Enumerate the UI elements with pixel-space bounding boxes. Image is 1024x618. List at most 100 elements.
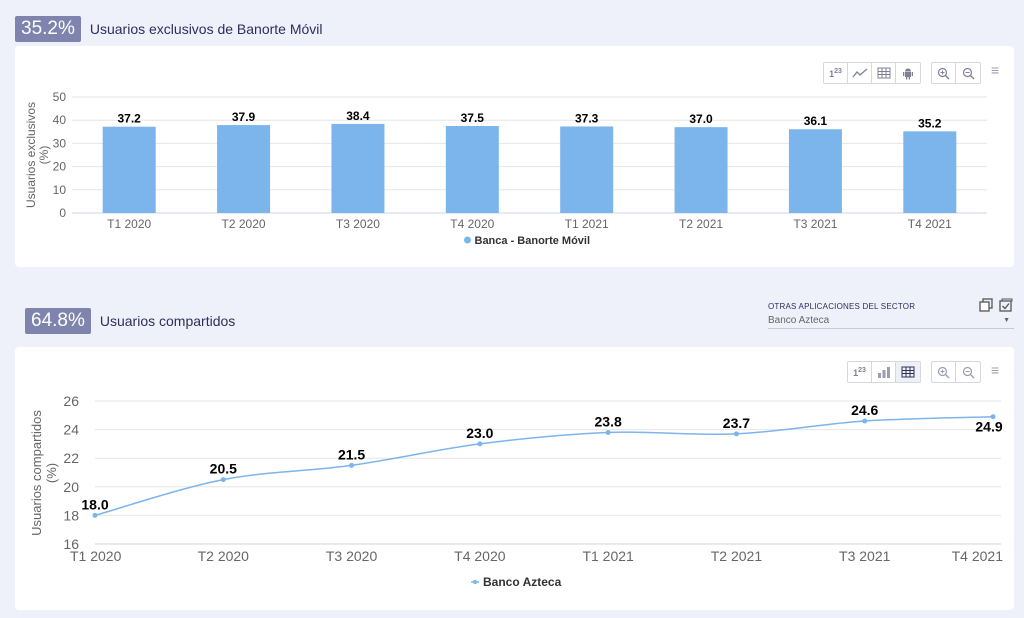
x-tick-label: T3 2021 xyxy=(793,217,837,231)
y-axis-label: Usuarios compartidos(%) xyxy=(29,410,59,536)
y-tick-label: 22 xyxy=(63,450,79,466)
data-label: 37.5 xyxy=(461,111,485,125)
y-tick-label: 0 xyxy=(59,206,66,220)
dropdown-label: OTRAS APLICACIONES DEL SECTOR xyxy=(768,302,916,311)
y-tick-label: 50 xyxy=(53,90,67,104)
x-tick-label: T4 2021 xyxy=(952,548,1004,564)
x-tick-label: T1 2020 xyxy=(107,217,151,231)
shared-users-title: Usuarios compartidos xyxy=(99,313,236,329)
x-tick-label: T2 2020 xyxy=(222,217,266,231)
legend-label: Banca - Banorte Móvil xyxy=(475,235,591,247)
x-tick-label: T2 2021 xyxy=(711,548,763,564)
data-label: 21.5 xyxy=(338,446,365,462)
data-label: 37.0 xyxy=(689,112,713,126)
y-tick-label: 40 xyxy=(53,113,67,127)
legend-marker xyxy=(464,236,471,244)
chart1-view-group: 123 xyxy=(823,62,921,84)
exclusive-users-badge: 35.2% xyxy=(15,16,81,42)
x-tick-label: T2 2021 xyxy=(679,217,723,231)
shared-users-badge: 64.8% xyxy=(25,308,91,334)
legend-marker xyxy=(473,580,477,584)
chart2-toolbar: 123 xyxy=(847,361,981,383)
series-line xyxy=(94,415,994,517)
copy-icon[interactable] xyxy=(979,298,993,312)
data-point xyxy=(477,441,483,447)
table-icon[interactable] xyxy=(896,362,920,382)
y-tick-label: 20 xyxy=(63,479,79,495)
line-chart-icon[interactable] xyxy=(848,63,872,83)
bar xyxy=(903,131,957,213)
x-tick-label: T3 2021 xyxy=(839,548,891,564)
data-label: 23.0 xyxy=(466,425,493,441)
dropdown-value: Banco Azteca xyxy=(768,315,830,326)
data-label: 37.3 xyxy=(575,111,599,125)
data-label: 37.9 xyxy=(232,110,256,124)
x-tick-label: T3 2020 xyxy=(326,548,378,564)
data-label: 20.5 xyxy=(210,461,237,477)
data-label: 24.6 xyxy=(851,402,878,418)
checklist-icon[interactable] xyxy=(999,298,1013,312)
x-tick-label: T1 2020 xyxy=(70,548,122,564)
data-point xyxy=(862,418,868,424)
y-axis-label: Usuarios exclusivos(%) xyxy=(24,102,51,208)
y-tick-label: 20 xyxy=(53,160,67,174)
data-label: 38.4 xyxy=(346,109,370,123)
x-tick-label: T2 2020 xyxy=(198,548,250,564)
sector-apps-dropdown[interactable]: OTRAS APLICACIONES DEL SECTOR Banco Azte… xyxy=(768,302,1014,329)
data-point xyxy=(349,462,355,468)
data-point xyxy=(92,512,98,518)
y-tick-label: 30 xyxy=(53,136,67,150)
zoom-out-icon[interactable] xyxy=(956,63,980,83)
x-tick-label: T4 2020 xyxy=(450,217,494,231)
chart1-toolbar: 123 xyxy=(823,62,981,84)
bar xyxy=(217,125,271,213)
y-tick-label: 16 xyxy=(63,536,79,552)
x-tick-label: T3 2020 xyxy=(336,217,380,231)
x-tick-label: T1 2021 xyxy=(565,217,609,231)
bar xyxy=(331,123,385,213)
exclusive-users-chart: 0 10 20 30 40 50 37.2 T1 2020 37.9 T2 2020 38.4 T3 … xyxy=(24,90,987,247)
bar xyxy=(788,129,842,213)
bar xyxy=(445,126,499,213)
android-icon[interactable] xyxy=(896,63,920,83)
y-tick-label: 24 xyxy=(63,422,79,438)
zoom-in-icon[interactable] xyxy=(932,362,956,382)
section2-header: 64.8% Usuarios compartidos xyxy=(25,308,235,334)
bar-chart-icon[interactable] xyxy=(872,362,896,382)
zoom-in-icon[interactable] xyxy=(932,63,956,83)
data-label: 23.7 xyxy=(723,415,750,431)
exclusive-users-card: 123 ≡ 0 10 20 30 40 50 37.2 T1 2020 37.9 T2 2020 3… xyxy=(15,46,1014,267)
data-label: 36.1 xyxy=(804,114,828,128)
exclusive-users-title: Usuarios exclusivos de Banorte Móvil xyxy=(89,21,323,37)
y-tick-label: 10 xyxy=(53,183,67,197)
data-point xyxy=(220,477,226,483)
numbers-icon[interactable]: 123 xyxy=(824,63,848,83)
chart2-view-group: 123 xyxy=(847,361,921,383)
shared-users-card: 123 ≡ 16 18 20 22 24 26 18.0 T1 2020 20.5 T2 2020… xyxy=(15,347,1014,610)
chevron-down-icon: ▼ xyxy=(1003,317,1010,324)
data-label: 37.2 xyxy=(118,112,142,126)
y-tick-label: 18 xyxy=(63,507,79,523)
table-icon[interactable] xyxy=(872,63,896,83)
shared-users-chart: 16 18 20 22 24 26 18.0 T1 2020 20.5 T2 2020 21.5 T3… xyxy=(29,393,1004,589)
data-point xyxy=(605,429,611,435)
chart1-menu-icon[interactable]: ≡ xyxy=(991,62,1000,78)
legend-label: Banco Azteca xyxy=(483,575,562,589)
data-point xyxy=(733,431,739,437)
x-tick-label: T4 2020 xyxy=(454,548,506,564)
data-label: 24.9 xyxy=(975,419,1002,435)
bar xyxy=(560,126,614,213)
section1-header: 35.2% Usuarios exclusivos de Banorte Móv… xyxy=(15,16,323,42)
bar xyxy=(102,126,156,213)
x-tick-label: T1 2021 xyxy=(582,548,634,564)
bar xyxy=(674,127,728,213)
data-point xyxy=(990,414,996,420)
chart2-zoom-group xyxy=(931,361,981,383)
chart2-menu-icon[interactable]: ≡ xyxy=(991,362,1000,378)
x-tick-label: T4 2021 xyxy=(908,217,952,231)
chart1-zoom-group xyxy=(931,62,981,84)
y-tick-label: 26 xyxy=(63,393,79,409)
data-label: 18.0 xyxy=(81,496,108,512)
numbers-icon[interactable]: 123 xyxy=(848,362,872,382)
zoom-out-icon[interactable] xyxy=(956,362,980,382)
